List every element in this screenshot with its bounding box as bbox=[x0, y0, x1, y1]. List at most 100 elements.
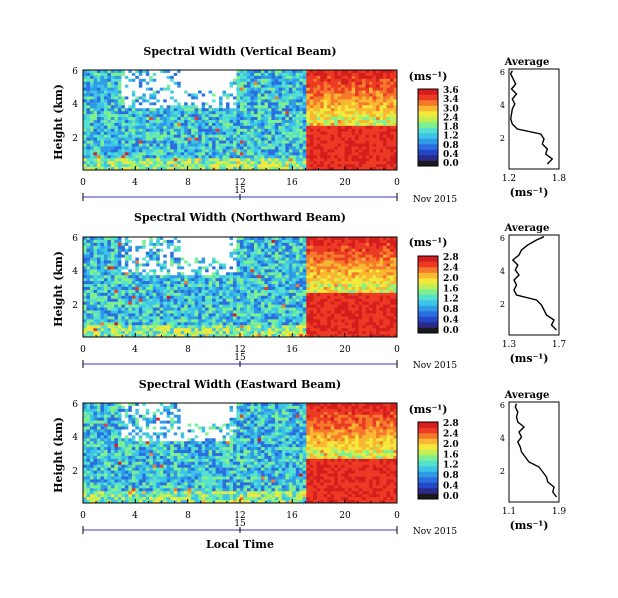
heatmap-cell bbox=[250, 251, 255, 256]
heatmap-cell bbox=[278, 78, 283, 83]
heatmap-cell bbox=[355, 90, 360, 94]
heatmap-cell bbox=[135, 96, 140, 100]
heatmap-cell bbox=[281, 292, 286, 297]
heatmap-cell bbox=[264, 275, 269, 279]
heatmap-cell bbox=[240, 161, 244, 165]
heatmap-cell bbox=[355, 125, 360, 130]
heatmap-cell bbox=[131, 292, 136, 297]
heatmap-cell bbox=[138, 254, 143, 258]
heatmap-cell bbox=[250, 117, 255, 121]
heatmap-cell bbox=[138, 287, 143, 291]
heatmap-cell bbox=[233, 120, 237, 124]
heatmap-cell bbox=[205, 81, 209, 86]
heatmap-cell bbox=[177, 242, 182, 247]
heatmap-cell bbox=[295, 275, 300, 279]
heatmap-cell bbox=[226, 155, 230, 159]
heatmap-cell bbox=[180, 111, 185, 115]
heatmap-cell bbox=[149, 275, 154, 279]
heatmap-cell bbox=[278, 278, 283, 282]
heatmap-cell bbox=[386, 260, 391, 264]
heatmap-cell bbox=[163, 117, 168, 121]
heatmap-cell bbox=[114, 287, 119, 291]
heatmap-cell bbox=[351, 278, 356, 282]
heatmap-cell bbox=[135, 120, 140, 124]
heatmap-cell bbox=[369, 99, 373, 103]
heatmap-cell bbox=[348, 237, 353, 241]
heatmap-cell bbox=[93, 122, 98, 127]
heatmap-cell bbox=[330, 137, 335, 141]
heatmap-cell bbox=[292, 125, 297, 130]
heatmap-cell bbox=[334, 237, 339, 241]
heatmap-cell bbox=[281, 114, 286, 118]
heatmap-cell bbox=[313, 245, 318, 250]
heatmap-cell bbox=[229, 131, 234, 136]
heatmap-cell bbox=[323, 84, 328, 89]
heatmap-cell bbox=[344, 275, 349, 279]
heatmap-cell bbox=[229, 251, 234, 256]
heatmap-cell bbox=[250, 242, 255, 247]
heatmap-cell bbox=[191, 248, 196, 253]
heatmap-cell bbox=[187, 275, 192, 279]
heatmap-cell bbox=[362, 167, 366, 171]
heatmap-cell bbox=[306, 102, 311, 106]
heatmap-cell bbox=[177, 143, 182, 147]
heatmap-cell bbox=[274, 239, 279, 244]
heatmap-cell bbox=[355, 289, 360, 294]
heatmap-cell bbox=[260, 81, 265, 86]
heatmap-cell bbox=[334, 284, 339, 288]
heatmap-cell bbox=[344, 114, 349, 118]
heatmap-cell bbox=[170, 287, 175, 291]
heatmap-cell bbox=[250, 263, 255, 267]
heatmap-cell bbox=[212, 149, 216, 153]
heatmap-cell bbox=[191, 278, 196, 282]
heatmap-cell bbox=[156, 158, 161, 162]
heatmap-cell bbox=[83, 102, 87, 106]
heatmap-cell bbox=[124, 152, 129, 156]
heatmap-cell bbox=[170, 70, 175, 74]
heatmap-cell bbox=[180, 93, 185, 97]
heatmap-cell bbox=[362, 102, 366, 106]
heatmap-cell bbox=[166, 237, 171, 241]
heatmap-cell bbox=[152, 295, 157, 300]
heatmap-cell bbox=[243, 96, 248, 100]
heatmap-cell bbox=[271, 275, 276, 279]
heatmap-cell bbox=[295, 122, 300, 127]
heatmap-cell bbox=[316, 140, 321, 144]
heatmap-cell bbox=[295, 272, 300, 276]
heatmap-cell bbox=[110, 281, 115, 285]
heatmap-cell bbox=[233, 281, 237, 285]
heatmap-cell bbox=[138, 131, 143, 136]
heatmap-cell bbox=[135, 289, 140, 294]
heatmap-cell bbox=[83, 278, 87, 282]
heatmap-cell bbox=[348, 128, 353, 133]
heatmap-cell bbox=[383, 137, 387, 141]
heatmap-cell bbox=[288, 287, 293, 291]
heatmap-cell bbox=[142, 251, 147, 256]
heatmap-cell bbox=[184, 149, 189, 153]
heatmap-cell bbox=[128, 284, 133, 288]
heatmap-cell bbox=[351, 78, 356, 83]
heatmap-cell bbox=[166, 155, 171, 159]
heatmap-cell bbox=[278, 140, 283, 144]
heatmap-cell bbox=[351, 81, 356, 86]
heatmap-cell bbox=[390, 278, 394, 282]
heatmap-cell bbox=[243, 260, 248, 264]
heatmap-cell bbox=[229, 105, 234, 109]
heatmap-cell bbox=[358, 90, 363, 94]
heatmap-cell bbox=[355, 84, 360, 89]
heatmap-cell bbox=[246, 99, 251, 103]
heatmap-cell bbox=[93, 275, 98, 279]
heatmap-cell bbox=[285, 161, 290, 165]
heatmap-cell bbox=[355, 134, 360, 139]
heatmap-cell bbox=[128, 263, 133, 267]
heatmap-cell bbox=[114, 295, 119, 300]
heatmap-cell bbox=[198, 272, 203, 276]
heatmap-cell bbox=[372, 90, 377, 94]
heatmap-cell bbox=[198, 284, 203, 288]
heatmap-cell bbox=[383, 146, 387, 150]
heatmap-cell bbox=[135, 140, 140, 144]
heatmap-cell bbox=[313, 292, 318, 297]
heatmap-cell bbox=[376, 122, 380, 127]
heatmap-cell bbox=[124, 75, 129, 80]
heatmap-cell bbox=[180, 263, 185, 267]
